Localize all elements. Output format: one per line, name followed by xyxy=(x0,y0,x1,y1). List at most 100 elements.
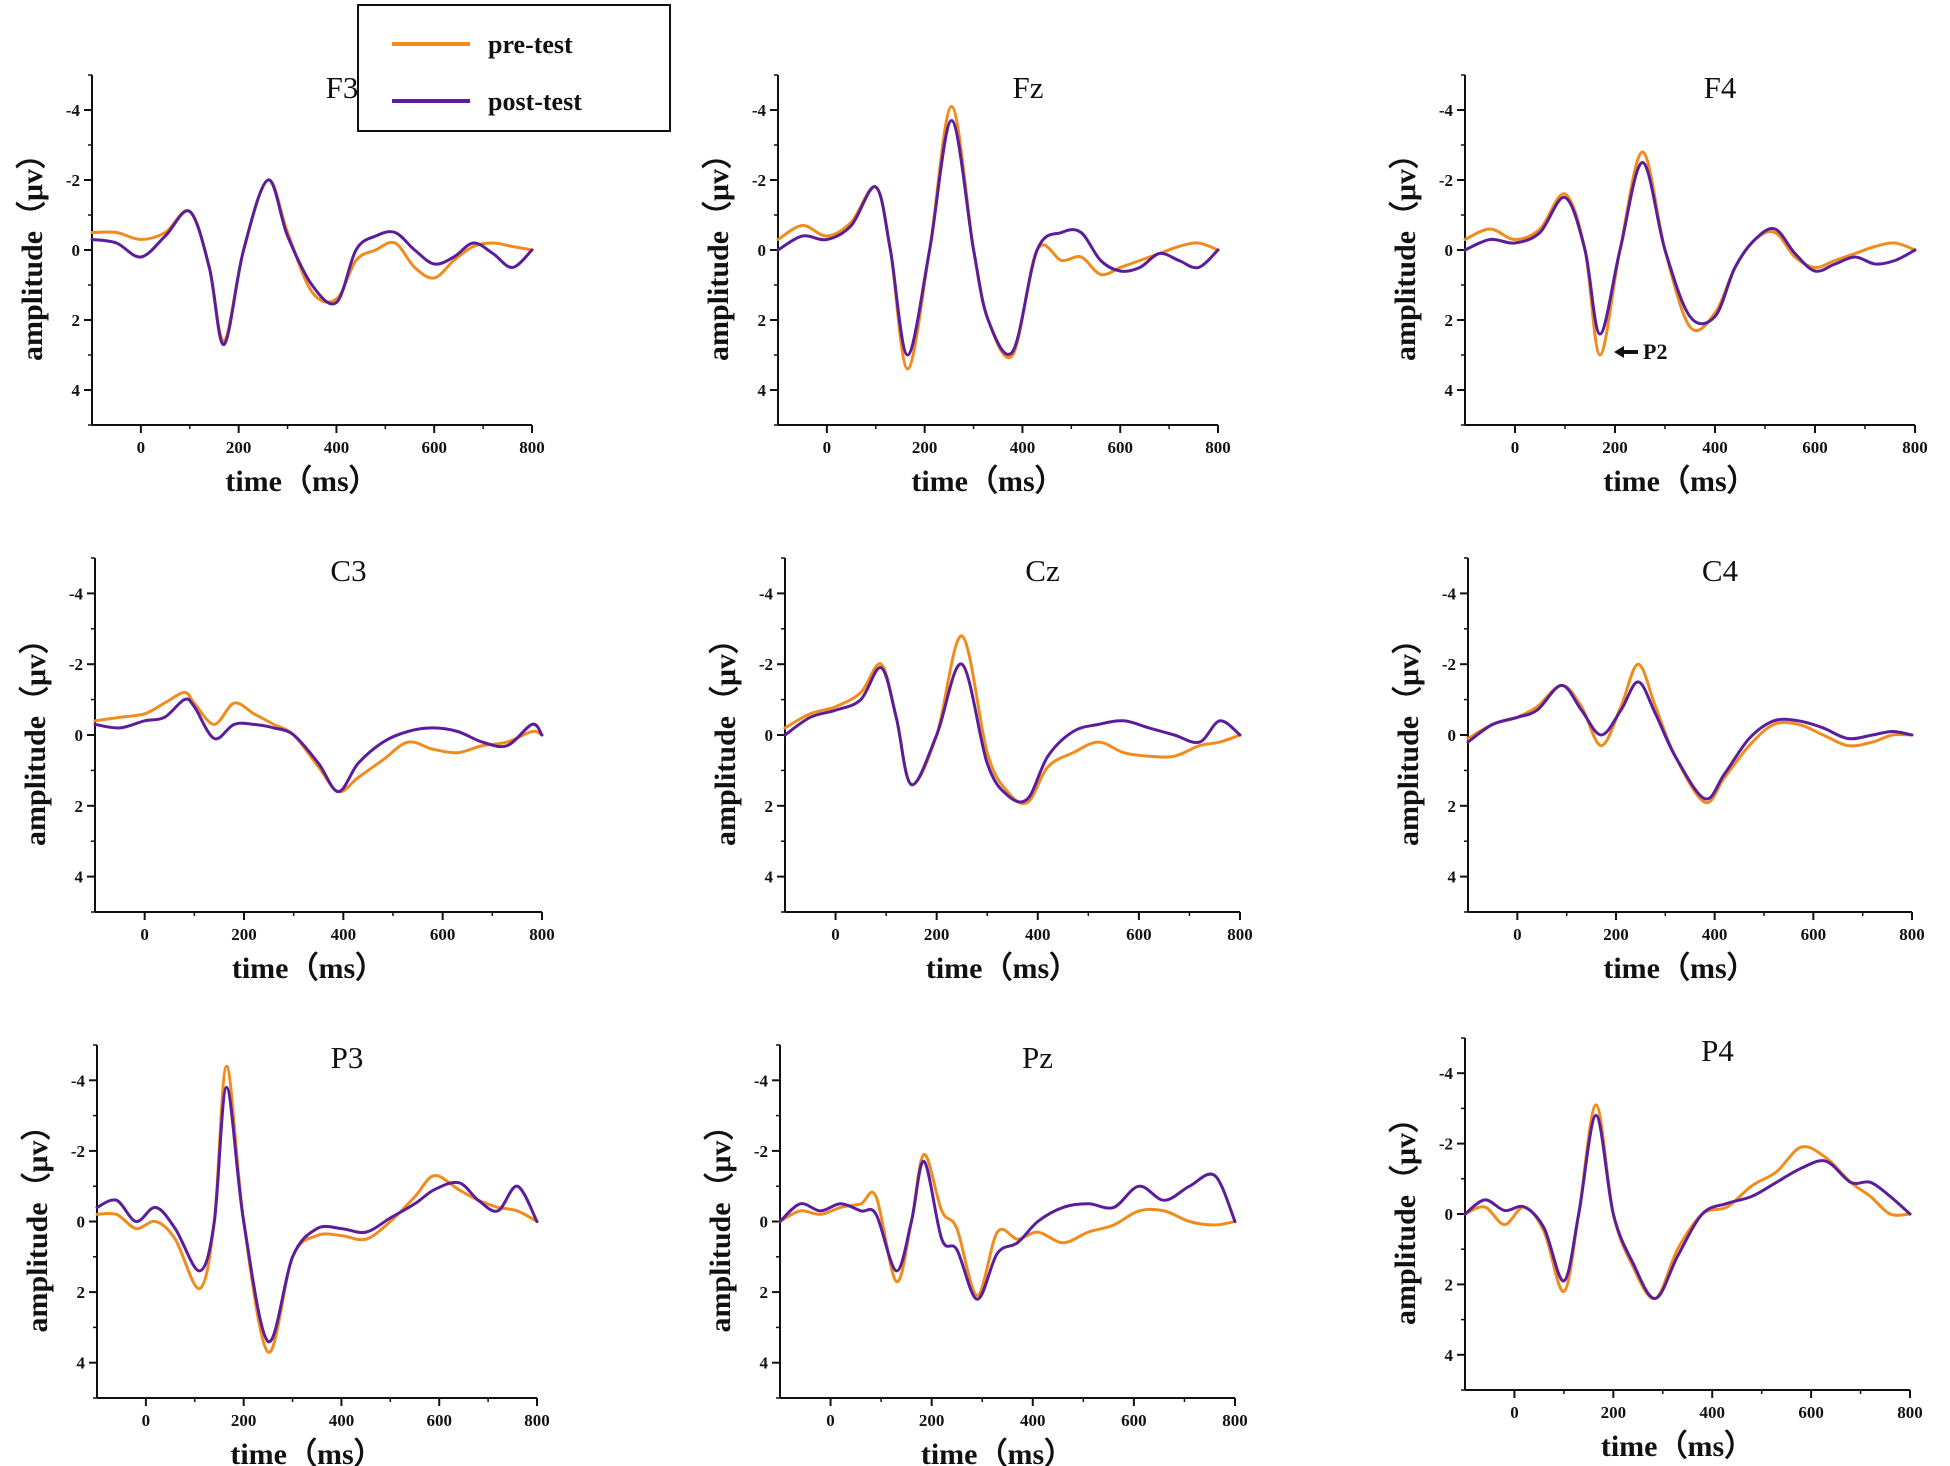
series-line-post-test xyxy=(93,697,544,794)
y-tick-label: -4 xyxy=(759,584,774,603)
y-tick-label: 4 xyxy=(765,868,774,887)
x-tick-label: 400 xyxy=(329,1411,355,1430)
series-line-pre-test xyxy=(778,1152,1237,1298)
panel-pz: -4 -2 0 2 4 0 200 400 600 800 time（ms） amplitude（μv… xyxy=(703,1040,1248,1466)
y-tick-label: 2 xyxy=(760,1283,769,1302)
y-tick-label: 0 xyxy=(1448,726,1457,745)
series-line-pre-test xyxy=(1463,1103,1912,1301)
series-line-post-test xyxy=(778,1159,1237,1301)
y-tick-label: 2 xyxy=(765,797,774,816)
series-line-post-test xyxy=(783,662,1242,804)
panel-c4: -4 -2 0 2 4 0 200 400 600 800 time（ms） amplitude（μv… xyxy=(1391,553,1925,985)
x-axis-label: time（ms） xyxy=(225,464,378,498)
x-tick-label: 200 xyxy=(912,438,938,457)
x-tick-label: 400 xyxy=(324,438,350,457)
y-tick-label: 2 xyxy=(77,1283,86,1302)
x-tick-label: 200 xyxy=(1603,925,1629,944)
y-tick-label: 2 xyxy=(75,797,84,816)
p2-arrow-icon xyxy=(1614,346,1638,358)
x-tick-label: 600 xyxy=(430,925,456,944)
panel-p3: -4 -2 0 2 4 0 200 400 600 800 time（ms） amplitude（μv… xyxy=(20,1040,550,1466)
y-tick-label: -2 xyxy=(69,655,83,674)
x-tick-label: 200 xyxy=(231,925,257,944)
y-tick-label: 4 xyxy=(72,381,81,400)
y-tick-label: -4 xyxy=(1442,584,1457,603)
panel-title: Cz xyxy=(1025,553,1059,588)
x-tick-label: 200 xyxy=(1602,438,1628,457)
legend-label-post-test: post-test xyxy=(488,87,582,116)
series-line-post-test xyxy=(1463,161,1917,336)
x-tick-label: 800 xyxy=(524,1411,550,1430)
x-tick-label: 800 xyxy=(1902,438,1928,457)
y-tick-label: 0 xyxy=(758,241,767,260)
series-line-post-test xyxy=(95,1085,539,1344)
y-tick-label: 2 xyxy=(758,311,767,330)
y-axis-label: amplitude（μv） xyxy=(20,1110,54,1332)
x-tick-label: 400 xyxy=(1702,925,1728,944)
x-tick-label: 200 xyxy=(231,1411,257,1430)
x-tick-label: 800 xyxy=(519,438,545,457)
x-tick-label: 600 xyxy=(1798,1403,1824,1422)
y-tick-label: -2 xyxy=(754,1142,768,1161)
x-tick-label: 600 xyxy=(421,438,447,457)
y-tick-label: -4 xyxy=(71,1071,86,1090)
panel-title: F3 xyxy=(326,70,359,105)
y-tick-label: 0 xyxy=(765,726,774,745)
x-axis-label: time（ms） xyxy=(911,464,1064,498)
y-axis-label: amplitude（μv） xyxy=(18,624,52,846)
x-tick-label: 200 xyxy=(1601,1403,1627,1422)
legend-box xyxy=(357,4,671,132)
y-tick-label: -2 xyxy=(1442,655,1456,674)
x-tick-label: 400 xyxy=(331,925,357,944)
panel-title: F4 xyxy=(1704,70,1737,105)
x-tick-label: 200 xyxy=(226,438,252,457)
series-line-pre-test xyxy=(93,691,544,794)
x-tick-label: 0 xyxy=(137,438,146,457)
series-line-post-test xyxy=(1463,1113,1912,1300)
y-tick-label: 2 xyxy=(1445,1275,1454,1294)
panel-title: C4 xyxy=(1702,553,1739,588)
y-tick-label: -2 xyxy=(71,1142,85,1161)
y-axis-label: amplitude（μv） xyxy=(1388,139,1422,361)
x-tick-label: 800 xyxy=(1222,1411,1248,1430)
panel-p4: -4 -2 0 2 4 0 200 400 600 800 time（ms） amplitude（μv… xyxy=(1388,1033,1923,1463)
x-tick-label: 400 xyxy=(1020,1411,1046,1430)
y-tick-label: 0 xyxy=(77,1213,86,1232)
x-axis-label: time（ms） xyxy=(230,1437,383,1466)
series-line-post-test xyxy=(776,119,1220,357)
x-tick-label: 800 xyxy=(1899,925,1925,944)
x-tick-label: 600 xyxy=(1121,1411,1147,1430)
y-tick-label: 2 xyxy=(1448,797,1457,816)
panel-fz: -4 -2 0 2 4 0 200 400 600 800 time（ms） amplitude（μv… xyxy=(701,70,1231,498)
y-axis-label: amplitude（μv） xyxy=(701,139,735,361)
y-axis-label: amplitude（μv） xyxy=(708,624,742,846)
y-tick-label: 0 xyxy=(75,726,84,745)
series-line-pre-test xyxy=(95,1064,539,1354)
y-tick-label: -2 xyxy=(759,655,773,674)
y-tick-label: 2 xyxy=(72,311,81,330)
y-axis-label: amplitude（μv） xyxy=(703,1110,737,1332)
x-tick-label: 400 xyxy=(1025,925,1051,944)
y-axis-label: amplitude（μv） xyxy=(1391,624,1425,846)
y-tick-label: -2 xyxy=(1439,1135,1453,1154)
x-tick-label: 600 xyxy=(1801,925,1827,944)
x-tick-label: 600 xyxy=(1802,438,1828,457)
series-line-pre-test xyxy=(1463,150,1917,357)
x-tick-label: 800 xyxy=(529,925,555,944)
y-tick-label: 4 xyxy=(758,381,767,400)
y-tick-label: 4 xyxy=(75,868,84,887)
x-tick-label: 0 xyxy=(823,438,832,457)
panel-title: P3 xyxy=(331,1040,364,1075)
y-tick-label: 4 xyxy=(1445,381,1454,400)
x-tick-label: 0 xyxy=(140,925,149,944)
panel-title: C3 xyxy=(330,553,366,588)
y-tick-label: 4 xyxy=(1448,868,1457,887)
x-tick-label: 0 xyxy=(826,1411,835,1430)
y-tick-label: -4 xyxy=(752,101,767,120)
y-tick-label: -4 xyxy=(1439,101,1454,120)
x-tick-label: 600 xyxy=(1126,925,1152,944)
panel-f4: -4 -2 0 2 4 0 200 400 600 800 time（ms） amplitude（μv… xyxy=(1388,70,1928,498)
x-tick-label: 400 xyxy=(1702,438,1728,457)
